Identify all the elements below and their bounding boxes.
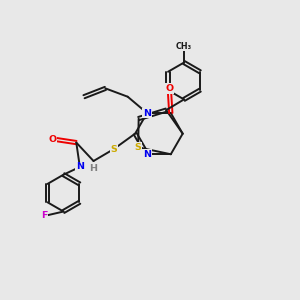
Text: F: F <box>41 212 47 220</box>
Text: N: N <box>143 150 151 159</box>
Text: H: H <box>89 164 97 173</box>
Text: S: S <box>135 143 142 152</box>
Text: O: O <box>48 134 57 143</box>
Text: O: O <box>165 84 173 93</box>
Text: CH₃: CH₃ <box>176 42 192 51</box>
Text: S: S <box>110 145 117 154</box>
Text: N: N <box>76 162 84 171</box>
Text: N: N <box>143 109 151 118</box>
